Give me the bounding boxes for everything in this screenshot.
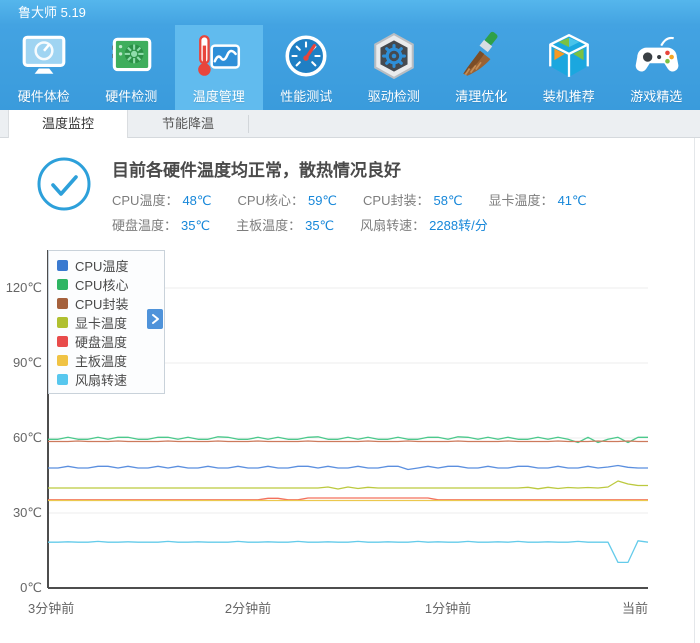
legend-item: 风扇转速	[57, 370, 164, 389]
tab-divider	[248, 115, 249, 133]
driver-detect-icon	[369, 31, 419, 81]
status-headline: 目前各硬件温度均正常，散热情况良好	[112, 161, 401, 180]
x-tick-label: 当前	[621, 601, 648, 616]
stat-pair: 硬盘温度： 35℃	[112, 213, 210, 238]
stat-value: 35℃	[305, 218, 335, 233]
tab-2[interactable]: 节能降温	[161, 116, 214, 131]
stats-row-1: CPU温度： 48℃ CPU核心： 59℃ CPU封装： 58℃ 显卡温度： 41℃	[112, 188, 587, 213]
legend-item: CPU核心	[57, 275, 164, 294]
toolbar-item-4[interactable]: 性能测试	[263, 25, 351, 110]
toolbar-item-label: 性能测试	[280, 89, 333, 104]
game-select-icon	[631, 31, 681, 81]
window-right-edge	[694, 138, 695, 643]
tab-bar: 温度监控 节能降温	[0, 110, 700, 138]
clean-optimize-icon	[456, 31, 506, 81]
toolbar-item-label: 游戏精选	[630, 89, 683, 104]
hardware-checkup-icon	[19, 31, 69, 81]
stat-label: CPU封装：	[363, 193, 430, 208]
y-tick-label: 30℃	[12, 505, 42, 520]
toolbar-item-label: 清理优化	[455, 89, 508, 104]
stat-label: 硬盘温度：	[112, 218, 178, 233]
legend-label: 主板温度	[75, 354, 128, 369]
toolbar-item-label: 装机推荐	[542, 89, 595, 104]
toolbar-item-2[interactable]: 硬件检测	[88, 25, 176, 110]
y-tick-label: 120℃	[5, 280, 42, 295]
legend-label: CPU封装	[75, 297, 129, 312]
title-bar: 鲁大师 5.19	[0, 0, 700, 25]
stat-value: 41℃	[557, 193, 587, 208]
legend-expand-button[interactable]	[147, 309, 163, 329]
temperature-chart: 0℃ 30℃ 60℃ 90℃ 120℃ 3分钟前 2分钟前 1分钟前 当前 CPU温度 CPU核…	[0, 240, 700, 643]
status-section: 目前各硬件温度均正常，散热情况良好 CPU温度： 48℃ CPU核心： 59℃ CPU封…	[0, 138, 700, 238]
temperature-manage-icon	[194, 31, 244, 81]
stat-label: 风扇转速：	[360, 218, 426, 233]
y-tick-label: 60℃	[12, 430, 42, 445]
stat-value: 48℃	[182, 193, 212, 208]
stat-value: 35℃	[181, 218, 211, 233]
stat-pair: CPU封装： 58℃	[363, 188, 463, 213]
legend-label: 风扇转速	[75, 373, 128, 388]
series-line	[48, 497, 648, 501]
pc-build-icon	[544, 31, 594, 81]
legend-label: 显卡温度	[75, 316, 128, 331]
stat-label: CPU温度：	[112, 193, 179, 208]
series-line	[48, 436, 648, 444]
stat-pair: CPU核心： 59℃	[238, 188, 338, 213]
stat-label: 主板温度：	[236, 218, 302, 233]
stat-label: 显卡温度：	[488, 193, 554, 208]
window-title: 鲁大师 5.19	[18, 5, 86, 20]
hardware-detect-icon	[106, 31, 156, 81]
stat-value: 59℃	[307, 193, 338, 208]
stat-pair: 显卡温度： 41℃	[489, 188, 587, 213]
toolbar-item-6[interactable]: 清理优化	[438, 25, 526, 110]
stat-label: CPU核心：	[237, 193, 304, 208]
stat-value: 58℃	[433, 193, 463, 208]
legend-label: CPU温度	[75, 259, 129, 274]
legend-swatch-icon	[57, 355, 68, 366]
check-circle-icon	[36, 156, 92, 212]
toolbar-item-1[interactable]: 硬件体检	[0, 25, 88, 110]
stats-row-2: 硬盘温度： 35℃ 主板温度： 35℃ 风扇转速： 2288转/分	[112, 213, 587, 238]
toolbar-item-8[interactable]: 游戏精选	[613, 25, 700, 110]
legend-item: 主板温度	[57, 351, 164, 370]
legend-item: CPU封装	[57, 294, 164, 313]
series-line	[48, 440, 648, 443]
toolbar-item-5[interactable]: 驱动检测	[350, 25, 438, 110]
legend-item: CPU温度	[57, 256, 164, 275]
tab-1[interactable]: 温度监控	[8, 110, 128, 138]
x-tick-label: 3分钟前	[28, 601, 75, 616]
performance-test-icon	[281, 31, 331, 81]
toolbar-item-label: 硬件检测	[105, 89, 158, 104]
toolbar: 硬件体检 硬件检测 温度管理 性能测试 驱动检测 清理优化	[0, 25, 700, 110]
x-tick-label: 2分钟前	[224, 601, 272, 616]
stat-pair: 主板温度： 35℃	[236, 213, 334, 238]
legend-item: 显卡温度	[57, 313, 164, 332]
toolbar-item-3[interactable]: 温度管理	[175, 25, 263, 110]
x-tick-label: 1分钟前	[424, 601, 472, 616]
legend-label: 硬盘温度	[75, 335, 128, 350]
toolbar-item-label: 温度管理	[192, 89, 245, 104]
legend-label: CPU核心	[75, 278, 129, 293]
legend-swatch-icon	[57, 260, 68, 271]
toolbar-item-label: 驱动检测	[367, 89, 420, 104]
y-tick-label: 90℃	[12, 355, 42, 370]
series-line	[48, 540, 649, 564]
stat-value: 2288转/分	[429, 218, 488, 233]
toolbar-item-label: 硬件体检	[17, 89, 70, 104]
toolbar-item-7[interactable]: 装机推荐	[525, 25, 613, 110]
legend-swatch-icon	[57, 279, 68, 290]
legend-swatch-icon	[57, 317, 68, 328]
stat-pair: CPU温度： 48℃	[112, 188, 212, 213]
legend-item: 硬盘温度	[57, 332, 164, 351]
legend-swatch-icon	[57, 298, 68, 309]
series-line	[48, 480, 648, 490]
series-line	[48, 464, 648, 471]
chart-legend: CPU温度 CPU核心 CPU封装显卡温度硬盘温度主板温度风扇转速	[48, 250, 165, 394]
legend-swatch-icon	[57, 336, 68, 347]
chevron-right-icon	[152, 314, 159, 324]
y-tick-label: 0℃	[20, 580, 42, 595]
legend-swatch-icon	[57, 374, 68, 385]
stat-pair: 风扇转速： 2288转/分	[360, 213, 488, 238]
